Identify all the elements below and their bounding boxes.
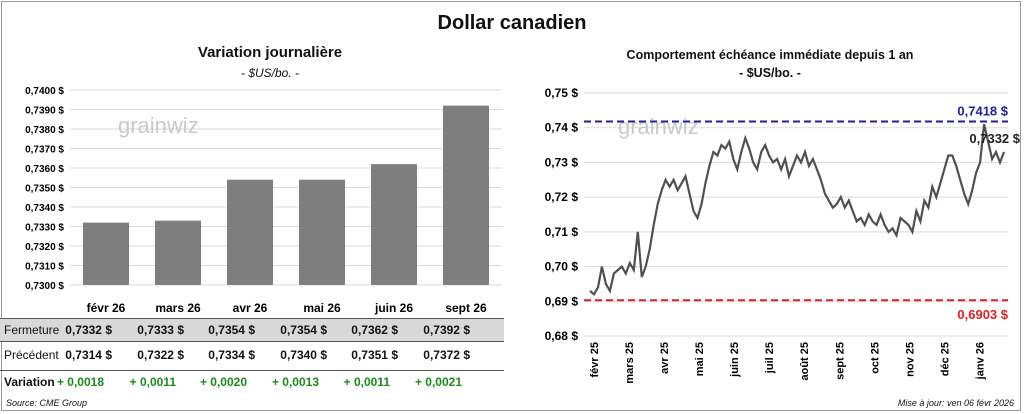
page-title: Dollar canadien <box>437 12 587 34</box>
bar <box>371 164 417 285</box>
daily-variation-title: Variation journalière <box>197 44 343 61</box>
bar <box>299 179 345 285</box>
bar-y-tick-label: 0,7310 $ <box>25 262 64 273</box>
bar <box>83 222 129 285</box>
bar <box>443 105 489 285</box>
line-x-tick-label: nov 25 <box>904 342 916 377</box>
table-cell: + 0,0011 <box>343 375 390 389</box>
line-chart: grainwiz 0,68 $ 0,69 $ 0,70 $ 0,71 $ 0,72 $ 0… <box>545 86 1021 384</box>
table-cell: + 0,0018 <box>56 375 104 389</box>
bar-y-tick-label: 0,7400 $ <box>25 86 64 97</box>
table-cell: + 0,0013 <box>271 375 319 389</box>
bar-category-label: mars 26 <box>155 301 201 315</box>
line-y-tick-label: 0,72 $ <box>545 190 579 204</box>
bar-y-tick-label: 0,7380 $ <box>25 125 64 136</box>
table-cell: 0,7354 $ <box>208 323 255 337</box>
table-cell: 0,7340 $ <box>280 348 327 362</box>
bar-y-tick-label: 0,7300 $ <box>25 281 64 292</box>
line-x-tick-label: juin 25 <box>729 342 741 378</box>
line-y-tick-label: 0,74 $ <box>545 121 579 135</box>
bar-y-tick-label: 0,7390 $ <box>25 106 64 117</box>
bar-y-tick-label: 0,7360 $ <box>25 164 64 175</box>
line-x-tick-label: déc 25 <box>939 342 951 376</box>
bar-y-tick-label: 0,7370 $ <box>25 145 64 156</box>
table-row-previous: Précédent 0,7314 $ 0,7322 $ 0,7334 $ 0,7… <box>0 344 504 366</box>
price-series-line <box>589 123 1006 296</box>
bar-category-label: juin 26 <box>374 301 413 315</box>
line-y-tick-label: 0,69 $ <box>545 294 579 308</box>
reference-line-label: 0,7418 $ <box>957 103 1008 118</box>
line-x-tick-label: août 25 <box>799 342 811 381</box>
one-year-chart-title: Comportement échéance immédiate depuis 1… <box>626 48 914 62</box>
line-y-tick-label: 0,71 $ <box>545 225 579 239</box>
line-x-tick-label: mai 25 <box>694 342 706 376</box>
table-cell: + 0,0011 <box>129 375 176 389</box>
bar-category-label: avr 26 <box>233 301 268 315</box>
table-cell: 0,7333 $ <box>137 323 184 337</box>
bar-grid <box>70 89 502 286</box>
grainwiz-watermark-right: grainwiz <box>618 114 699 139</box>
table-cell: 0,7351 $ <box>351 348 398 362</box>
line-grid <box>584 92 1008 337</box>
line-x-tick-label: mars 25 <box>624 342 636 384</box>
table-row-close: Fermeture 0,7332 $ 0,7333 $ 0,7354 $ 0,7… <box>0 318 504 342</box>
reference-line-label: 0,6903 $ <box>957 307 1008 322</box>
bar-y-tick-label: 0,7350 $ <box>25 184 64 195</box>
line-y-tick-label: 0,70 $ <box>545 260 579 274</box>
line-x-tick-label: oct 25 <box>869 342 881 374</box>
line-x-tick-label: févr 25 <box>589 342 601 377</box>
line-x-tick-label: janv 26 <box>974 342 986 380</box>
bar-category-label: mai 26 <box>303 301 341 315</box>
line-y-tick-label: 0,73 $ <box>545 155 579 169</box>
table-cell: + 0,0021 <box>414 375 462 389</box>
table-cell: 0,7372 $ <box>423 348 470 362</box>
bar-y-tick-label: 0,7340 $ <box>25 203 64 214</box>
line-x-tick-label: juil 25 <box>764 342 776 374</box>
table-cell: 0,7314 $ <box>65 348 112 362</box>
daily-variation-subtitle: - $US/bo. - <box>240 66 300 80</box>
table-row-variation: Variation + 0,0018 + 0,0011 + 0,0020 + 0… <box>0 370 504 393</box>
table-cell: 0,7334 $ <box>208 348 255 362</box>
row-label: Fermeture <box>4 323 60 337</box>
line-y-tick-label: 0,75 $ <box>545 86 579 100</box>
update-note: Mise à jour: ven 06 févr 2026 <box>897 398 1014 408</box>
table-cell: 0,7332 $ <box>65 323 112 337</box>
bar-y-tick-label: 0,7330 $ <box>25 223 64 234</box>
line-x-tick-label: sept 25 <box>834 342 846 380</box>
bar <box>155 220 201 285</box>
bar <box>227 179 273 285</box>
one-year-chart-subtitle: - $US/bo. - <box>739 66 801 80</box>
table-cell: 0,7362 $ <box>351 323 398 337</box>
source-note: Source: CME Group <box>6 398 88 408</box>
line-y-tick-label: 0,68 $ <box>545 329 579 343</box>
table-cell: 0,7392 $ <box>423 323 470 337</box>
bar-category-label: févr 26 <box>87 301 126 315</box>
table-cell: 0,7322 $ <box>137 348 184 362</box>
bar-chart: grainwiz 0,7300 $ 0,7310 $ 0,7320 $ 0,7330 … <box>25 86 502 315</box>
bar-y-tick-label: 0,7320 $ <box>25 242 64 253</box>
table-cell: + 0,0020 <box>199 375 247 389</box>
table-cell: 0,7354 $ <box>280 323 327 337</box>
row-label: Variation <box>4 375 55 389</box>
row-label: Précédent <box>4 348 59 362</box>
bar-category-label: sept 26 <box>445 301 487 315</box>
line-x-tick-label: avr 25 <box>659 342 671 374</box>
grainwiz-watermark: grainwiz <box>118 113 199 138</box>
last-value-label: 0,7332 $ <box>969 131 1020 146</box>
